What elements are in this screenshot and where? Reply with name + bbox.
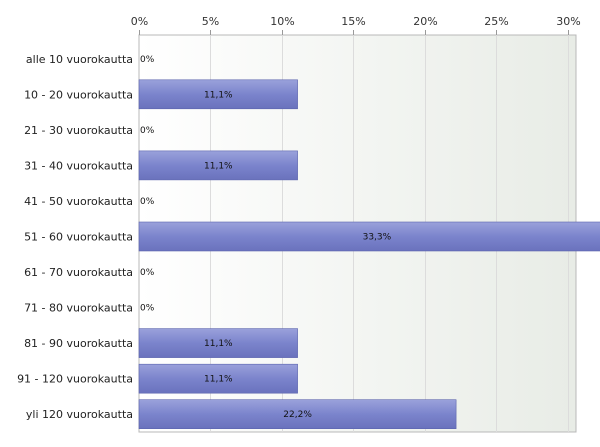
x-tick-label: 0% xyxy=(131,15,148,28)
data-label: 22,2% xyxy=(283,410,312,420)
category-label: 91 - 120 vuorokautta xyxy=(17,373,133,386)
data-label: 0% xyxy=(140,197,155,207)
bars xyxy=(138,79,600,430)
data-label: 11,1% xyxy=(204,375,233,385)
data-label: 11,1% xyxy=(204,339,233,349)
category-label: 21 - 30 vuorokautta xyxy=(24,124,133,137)
category-label: 51 - 60 vuorokautta xyxy=(24,231,133,244)
x-axis: 0%5%10%15%20%25%30%35% xyxy=(131,15,581,35)
x-tick-label: 25% xyxy=(484,15,508,28)
bar xyxy=(138,79,298,110)
category-label: 31 - 40 vuorokautta xyxy=(24,159,133,172)
category-label: 71 - 80 vuorokautta xyxy=(24,302,133,315)
category-label: 41 - 50 vuorokautta xyxy=(24,195,133,208)
category-label: 10 - 20 vuorokautta xyxy=(24,88,133,101)
bar xyxy=(138,363,298,394)
category-label: 81 - 90 vuorokautta xyxy=(24,337,133,350)
bar xyxy=(138,328,298,358)
data-label: 0% xyxy=(140,55,155,65)
data-label: 0% xyxy=(140,304,155,314)
category-label: 61 - 70 vuorokautta xyxy=(24,266,133,279)
x-tick-label: 20% xyxy=(413,15,437,28)
category-label: alle 10 vuorokautta xyxy=(26,53,133,66)
data-label: 33,3% xyxy=(363,233,392,243)
category-label: yli 120 vuorokautta xyxy=(26,408,133,421)
data-labels: 0% 11,1% 0% 11,1% 0% 33,3% 0% 0% 11,1% 11,1% 22,2% xyxy=(140,55,392,420)
x-tick-label: 10% xyxy=(270,15,294,28)
data-label: 0% xyxy=(140,126,155,136)
data-label: 11,1% xyxy=(204,161,233,171)
x-tick-label: 5% xyxy=(202,15,219,28)
data-label: 0% xyxy=(140,268,155,278)
data-label: 11,1% xyxy=(204,90,233,100)
x-tick-label: 15% xyxy=(341,15,365,28)
bar xyxy=(138,150,298,181)
category-labels: alle 10 vuorokautta 10 - 20 vuorokautta 21… xyxy=(17,53,133,421)
x-tick-label: 30% xyxy=(556,15,580,28)
bar xyxy=(138,221,600,252)
bar xyxy=(138,399,457,430)
